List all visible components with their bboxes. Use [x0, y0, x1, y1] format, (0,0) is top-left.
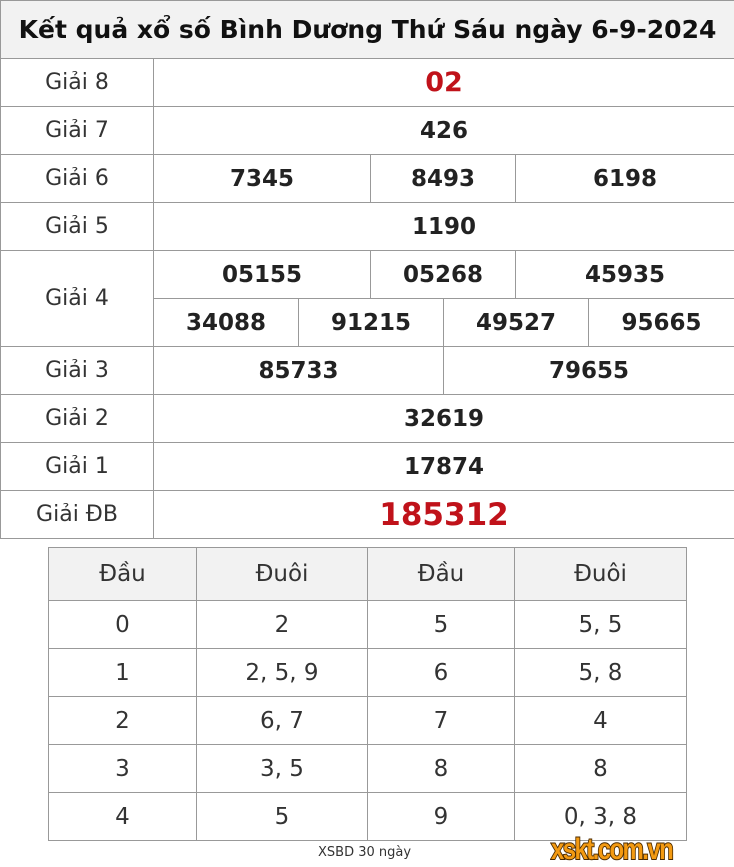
prize-row-1: Giải 1 17874: [0, 442, 734, 491]
prize-label: Giải 5: [0, 202, 154, 251]
loto-duoi-cell: 5, 8: [514, 648, 687, 697]
loto-duoi-cell: 5, 5: [514, 600, 687, 649]
loto-duoi-cell: 6, 7: [196, 696, 368, 745]
prize-value: 17874: [152, 442, 734, 491]
prize-label: Giải 6: [0, 154, 154, 203]
loto-dau-cell: 2: [48, 696, 197, 745]
loto-duoi-cell: 5: [196, 792, 368, 841]
prize-label: Giải 4: [0, 250, 154, 347]
prize-value: 02: [152, 58, 734, 107]
prize-value: 32619: [152, 394, 734, 443]
prize-value: 34088: [153, 298, 299, 347]
prize-value: 05268: [370, 250, 516, 299]
prize-value: 05155: [153, 250, 371, 299]
special-prize-value: 185312: [152, 490, 734, 539]
prize-value: 49527: [443, 298, 589, 347]
prize-value: 6198: [514, 154, 734, 203]
loto-duoi-cell: 2: [196, 600, 368, 649]
prize-label: Giải 2: [0, 394, 154, 443]
loto-dau-cell: 8: [367, 744, 515, 793]
loto-dau-cell: 6: [367, 648, 515, 697]
page-title: Kết quả xổ số Bình Dương Thứ Sáu ngày 6-…: [0, 0, 734, 59]
loto-dau-cell: 3: [48, 744, 197, 793]
loto-header: Đầu Đuôi Đầu Đuôi: [48, 547, 687, 601]
xskt-logo: xskt.com.vn: [550, 832, 674, 867]
loto-dau-cell: 7: [367, 696, 515, 745]
loto-duoi-cell: 2, 5, 9: [196, 648, 368, 697]
loto-duoi-cell: 0, 3, 8: [514, 792, 687, 841]
loto-dau-cell: 4: [48, 792, 197, 841]
loto-row: 0 2 5 5, 5: [48, 600, 687, 649]
prize-value: 426: [152, 106, 734, 155]
prize-label: Giải 7: [0, 106, 154, 155]
xsbd-30-days-link[interactable]: XSBD 30 ngày: [318, 845, 412, 860]
prize-row-3: Giải 3 85733 79655: [0, 346, 734, 395]
loto-dau-cell: 0: [48, 600, 197, 649]
prize-label: Giải 3: [0, 346, 154, 395]
header-duoi: Đuôi: [514, 547, 687, 601]
loto-dau-cell: 5: [367, 600, 515, 649]
header-duoi: Đuôi: [196, 547, 368, 601]
loto-dau-cell: 9: [367, 792, 515, 841]
loto-duoi-cell: 8: [514, 744, 687, 793]
loto-row: 4 5 9 0, 3, 8: [48, 792, 687, 841]
loto-duoi-cell: 4: [514, 696, 687, 745]
prize-row-6: Giải 6 7345 8493 6198: [0, 154, 734, 203]
prize-row-db: Giải ĐB 185312: [0, 490, 734, 539]
prize-value: 91215: [298, 298, 444, 347]
loto-dau-cell: 1: [48, 648, 197, 697]
results-table: Kết quả xổ số Bình Dương Thứ Sáu ngày 6-…: [0, 0, 734, 539]
prize-value: 1190: [152, 202, 734, 251]
header-dau: Đầu: [367, 547, 515, 601]
prize-value: 8493: [370, 154, 516, 203]
loto-duoi-cell: 3, 5: [196, 744, 368, 793]
prize-value: 7345: [153, 154, 371, 203]
prize-value: 95665: [587, 298, 734, 347]
prize-value: 45935: [514, 250, 734, 299]
loto-row: 1 2, 5, 9 6 5, 8: [48, 648, 687, 697]
header-dau: Đầu: [48, 547, 197, 601]
prize-value: 79655: [442, 346, 734, 395]
prize-row-7: Giải 7 426: [0, 106, 734, 155]
prize-label: Giải ĐB: [0, 490, 154, 539]
prize-row-2: Giải 2 32619: [0, 394, 734, 443]
prize-value: 85733: [153, 346, 444, 395]
prize-label: Giải 1: [0, 442, 154, 491]
prize-row-5: Giải 5 1190: [0, 202, 734, 251]
prize-row-4: Giải 4 05155 05268 45935: [0, 250, 734, 347]
prize-label: Giải 8: [0, 58, 154, 107]
prize-row-8: Giải 8 02: [0, 58, 734, 107]
